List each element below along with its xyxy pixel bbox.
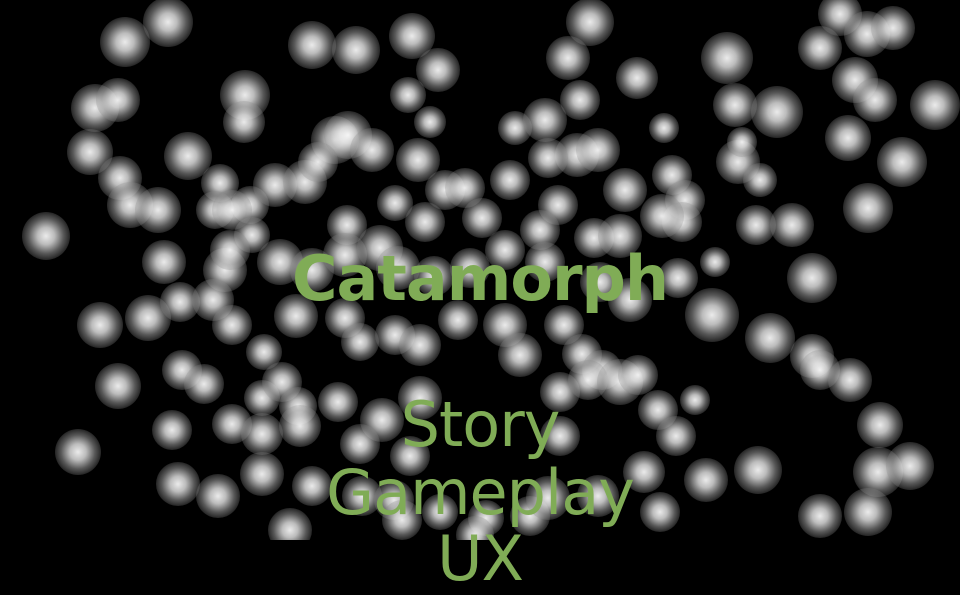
bokeh-orb <box>684 458 728 502</box>
bokeh-orb <box>212 305 252 345</box>
bokeh-orb <box>142 240 186 284</box>
bokeh-orb <box>598 214 642 258</box>
bokeh-orb <box>857 402 903 448</box>
bokeh-orb <box>318 382 358 422</box>
bokeh-orb <box>540 416 580 456</box>
bokeh-orb <box>523 98 567 142</box>
bokeh-orb <box>223 101 265 143</box>
bokeh-orb <box>828 358 872 402</box>
bokeh-orb <box>55 429 101 475</box>
bokeh-orb <box>843 183 893 233</box>
bokeh-orb <box>340 424 380 464</box>
bokeh-background <box>22 0 960 540</box>
bokeh-orb <box>623 451 665 493</box>
bokeh-orb <box>279 405 321 447</box>
bokeh-orb <box>399 324 441 366</box>
bokeh-orb <box>332 26 380 74</box>
bokeh-orb <box>135 187 181 233</box>
bokeh-orb <box>96 78 140 122</box>
menu-item-gameplay[interactable]: Gameplay <box>0 462 960 524</box>
bokeh-orb <box>341 323 379 361</box>
bokeh-orb <box>485 230 525 270</box>
bokeh-orb <box>450 248 490 288</box>
bokeh-orb <box>156 462 200 506</box>
bokeh-orb <box>608 278 652 322</box>
bokeh-orb <box>196 474 240 518</box>
bokeh-orb <box>560 80 600 120</box>
menu-item-ux[interactable]: UX <box>0 528 960 590</box>
bokeh-orb <box>736 205 776 245</box>
bokeh-orb <box>680 385 710 415</box>
bokeh-orb <box>382 500 422 540</box>
bokeh-orb <box>745 313 795 363</box>
bokeh-orb <box>751 86 803 138</box>
bokeh-orb <box>528 138 568 178</box>
bokeh-orb <box>787 253 837 303</box>
bokeh-orb <box>577 475 619 517</box>
menu-item-story[interactable]: Story <box>0 394 960 456</box>
bokeh-orb <box>640 194 684 238</box>
bokeh-orb <box>274 294 318 338</box>
bokeh-orb <box>525 242 565 282</box>
bokeh-orb <box>877 137 927 187</box>
bokeh-orb <box>844 488 892 536</box>
bokeh-orb <box>184 364 224 404</box>
bokeh-orb <box>414 256 454 296</box>
bokeh-orb <box>210 230 250 270</box>
bokeh-orb <box>350 128 394 172</box>
bokeh-orb <box>77 302 123 348</box>
game-title: Catamorph <box>291 242 669 315</box>
bokeh-orb <box>825 115 871 161</box>
bokeh-orb <box>298 142 338 182</box>
bokeh-orb <box>490 160 530 200</box>
bokeh-orb <box>743 163 777 197</box>
bokeh-orb <box>95 363 141 409</box>
bokeh-orb <box>414 106 446 138</box>
bokeh-orb <box>618 355 658 395</box>
bokeh-orb <box>22 212 70 260</box>
bokeh-orb <box>910 80 960 130</box>
bokeh-orb <box>886 442 934 490</box>
bokeh-orb <box>240 452 284 496</box>
bokeh-orb <box>798 494 842 538</box>
bokeh-orb <box>422 494 458 530</box>
bokeh-orb <box>700 247 730 277</box>
bokeh-orb <box>640 492 680 532</box>
bokeh-orb <box>546 36 590 80</box>
bokeh-orb <box>685 288 739 342</box>
bokeh-orb <box>701 32 753 84</box>
bokeh-orb <box>100 17 150 67</box>
bokeh-orb <box>456 516 494 540</box>
bokeh-orb <box>212 190 252 230</box>
bokeh-orb <box>241 413 283 455</box>
bokeh-orb <box>656 416 696 456</box>
bokeh-orb <box>390 436 430 476</box>
bokeh-orb <box>143 0 193 47</box>
bokeh-orb <box>871 6 915 50</box>
bokeh-orb <box>438 300 478 340</box>
bokeh-orb <box>603 168 647 212</box>
bokeh-orb <box>853 78 897 122</box>
bokeh-orb <box>390 77 426 113</box>
bokeh-orb <box>398 376 442 420</box>
bokeh-orb <box>713 83 757 127</box>
bokeh-orb <box>727 127 757 157</box>
bokeh-orb <box>658 258 698 298</box>
bokeh-orb <box>376 246 420 290</box>
bokeh-orb <box>576 128 620 172</box>
bokeh-orb <box>616 57 658 99</box>
bokeh-orb <box>292 466 332 506</box>
bokeh-orb <box>152 410 192 450</box>
bokeh-orb <box>498 333 542 377</box>
bokeh-orb <box>770 203 814 247</box>
bokeh-orb <box>288 21 336 69</box>
bokeh-orb <box>649 113 679 143</box>
bokeh-orb <box>526 476 570 520</box>
bokeh-orb <box>734 446 782 494</box>
bokeh-orb <box>268 508 312 540</box>
